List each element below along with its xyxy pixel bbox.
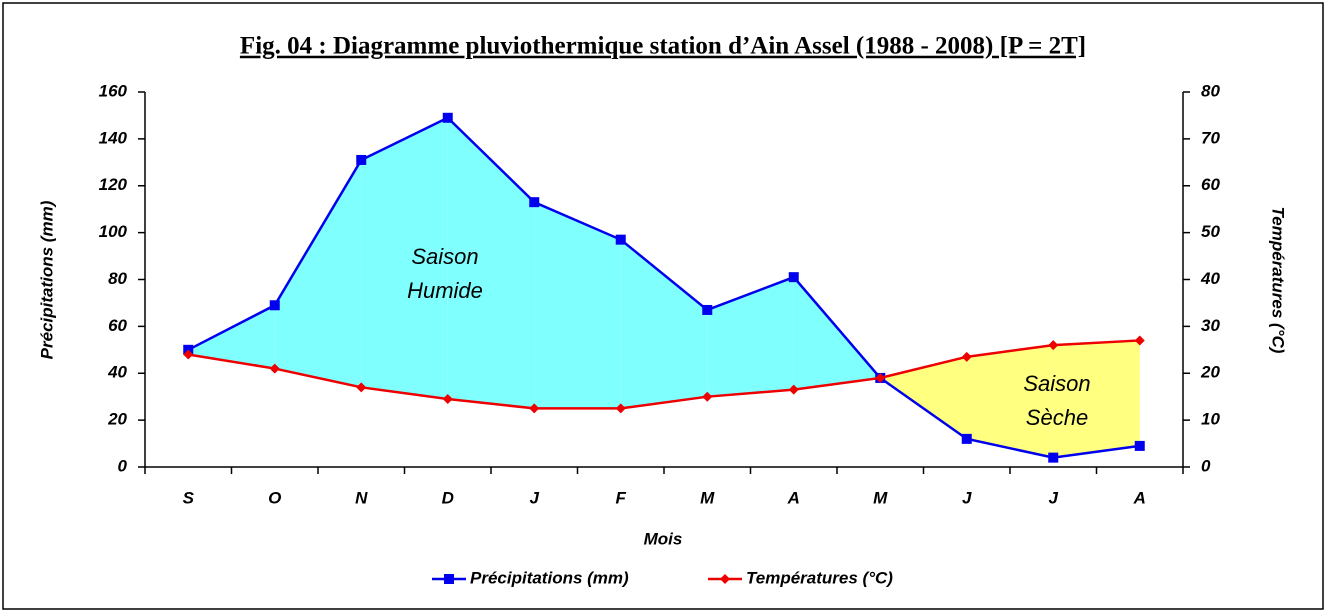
annotation: Sèche bbox=[1026, 405, 1088, 430]
marker bbox=[356, 154, 367, 165]
marker bbox=[1134, 335, 1145, 346]
marker bbox=[442, 394, 453, 405]
y-tick-label: 80 bbox=[108, 269, 127, 288]
x-tick-label: M bbox=[873, 488, 888, 507]
x-tick-label: D bbox=[442, 488, 454, 507]
y-tick-label: 100 bbox=[99, 222, 128, 241]
annotation: Saison bbox=[1023, 371, 1090, 396]
y2-tick-label: 50 bbox=[1201, 222, 1220, 241]
marker bbox=[1048, 452, 1059, 463]
y2-axis-label: Températures (°C) bbox=[1269, 207, 1288, 354]
humid-area bbox=[793, 277, 881, 390]
x-tick-label: J bbox=[962, 488, 972, 507]
marker bbox=[961, 351, 972, 362]
y2-tick-label: 10 bbox=[1201, 410, 1220, 429]
y-tick-label: 60 bbox=[108, 316, 127, 335]
x-tick-label: S bbox=[183, 488, 195, 507]
marker bbox=[788, 272, 799, 283]
marker bbox=[529, 197, 540, 208]
marker bbox=[788, 384, 799, 395]
marker bbox=[1134, 440, 1145, 451]
x-tick-label: O bbox=[268, 488, 281, 507]
y2-tick-label: 70 bbox=[1201, 128, 1220, 147]
y-tick-label: 20 bbox=[107, 410, 127, 429]
x-axis-label: Mois bbox=[644, 529, 683, 548]
dry-area bbox=[966, 345, 1054, 458]
marker bbox=[183, 349, 194, 360]
humid-area bbox=[361, 117, 448, 400]
y-tick-label: 160 bbox=[99, 81, 128, 100]
marker bbox=[702, 304, 713, 315]
y-tick-label: 0 bbox=[118, 456, 128, 475]
legend-marker bbox=[444, 574, 454, 584]
y2-tick-label: 30 bbox=[1201, 316, 1220, 335]
marker bbox=[702, 391, 713, 402]
marker bbox=[356, 382, 367, 393]
legend-marker bbox=[720, 574, 730, 584]
marker bbox=[615, 403, 626, 414]
humid-area bbox=[707, 277, 794, 397]
x-tick-label: A bbox=[787, 488, 800, 507]
legend-label: Températures (°C) bbox=[746, 568, 893, 587]
y2-tick-label: 40 bbox=[1200, 269, 1220, 288]
marker bbox=[529, 403, 540, 414]
marker bbox=[269, 300, 280, 311]
series-line bbox=[188, 339, 1140, 410]
x-tick-label: F bbox=[616, 488, 627, 507]
y-axis-label: Précipitations (mm) bbox=[37, 200, 56, 359]
y-tick-label: 40 bbox=[107, 363, 127, 382]
marker bbox=[1048, 340, 1059, 351]
y2-tick-label: 80 bbox=[1201, 81, 1220, 100]
y-tick-label: 120 bbox=[99, 175, 128, 194]
legend-label: Précipitations (mm) bbox=[470, 568, 629, 587]
x-tick-label: N bbox=[355, 488, 368, 507]
annotation: Saison bbox=[411, 244, 478, 269]
y2-tick-label: 60 bbox=[1201, 175, 1220, 194]
marker bbox=[875, 372, 886, 383]
humid-area bbox=[447, 117, 535, 409]
marker bbox=[961, 433, 972, 444]
x-tick-label: J bbox=[1049, 488, 1059, 507]
dry-area bbox=[880, 356, 967, 439]
humid-area bbox=[534, 202, 621, 409]
chart-title: Fig. 04 : Diagramme pluviothermique stat… bbox=[240, 33, 1086, 60]
dry-area bbox=[1053, 340, 1140, 458]
y2-tick-label: 20 bbox=[1200, 363, 1220, 382]
marker bbox=[615, 234, 626, 245]
humid-area bbox=[620, 239, 708, 409]
y-tick-label: 140 bbox=[99, 128, 128, 147]
x-tick-label: J bbox=[530, 488, 540, 507]
humid-area bbox=[188, 305, 275, 369]
y2-tick-label: 0 bbox=[1201, 456, 1211, 475]
marker bbox=[442, 112, 453, 123]
x-tick-label: A bbox=[1133, 488, 1146, 507]
marker bbox=[269, 363, 280, 374]
humid-area bbox=[274, 159, 362, 388]
series-line bbox=[187, 116, 1140, 459]
x-tick-label: M bbox=[700, 488, 715, 507]
annotation: Humide bbox=[407, 278, 483, 303]
